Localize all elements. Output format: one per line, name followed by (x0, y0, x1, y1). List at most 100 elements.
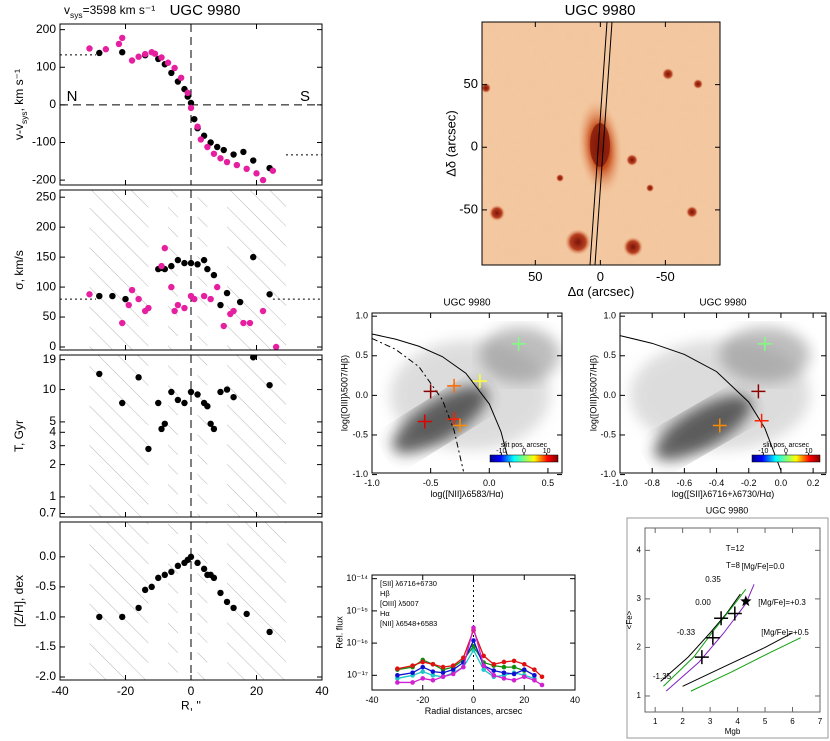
data-point (243, 165, 250, 173)
panel: 0 50 100 150 200 250 σ, km/s (12, 189, 323, 353)
data-point (135, 604, 142, 612)
annotation: -0.33 (677, 628, 696, 637)
data-point (450, 667, 456, 672)
y-tick-label: 50 (43, 309, 57, 323)
x-tick-label: -20 (416, 695, 429, 705)
x-tick-label: -50 (656, 269, 675, 284)
data-point (539, 674, 545, 680)
y-axis-label: Rel. flux (334, 616, 344, 649)
data-point (210, 271, 218, 279)
x-tick-label: -40 (365, 695, 378, 705)
data-point (481, 663, 486, 668)
y-tick-label: 0.5 (355, 350, 368, 360)
data-point (158, 54, 165, 61)
data-point (187, 99, 195, 107)
data-point (481, 667, 486, 672)
data-point (472, 374, 487, 389)
data-point (491, 673, 497, 678)
x-tick-label: 20 (519, 695, 529, 705)
colorbar (751, 454, 821, 463)
data-point (521, 661, 527, 667)
data-point (233, 161, 241, 169)
data-point (135, 295, 142, 303)
data-point (177, 74, 185, 81)
colorbar-label: slit pos, arcsec (501, 442, 548, 449)
data-point (532, 678, 537, 683)
annotation: 0.35 (705, 575, 721, 584)
data-point (145, 304, 152, 312)
plot-area (660, 584, 801, 692)
data-point (168, 283, 175, 291)
panel-frame (626, 517, 829, 739)
y-tick-label: 100 (36, 279, 56, 293)
y-tick-label: -200 (32, 172, 56, 186)
x-tick-label: 6 (790, 717, 795, 726)
data-point (204, 403, 211, 410)
data-point (207, 420, 214, 427)
annotation: 0.00 (695, 598, 711, 607)
data-point (417, 414, 432, 429)
data-point (511, 678, 517, 683)
x-axis-label: log([SII]λ6716+λ6730/Hα) (672, 489, 775, 499)
y-tick-label: 2 (637, 643, 642, 652)
data-point (174, 562, 182, 570)
data-point (754, 413, 769, 428)
data-point (191, 115, 198, 123)
shaded-range (89, 190, 149, 350)
panel: 50 0 -50 50 0 -50 UGC 9980 Δα (arcsec) Δδ (arcse… (443, 2, 721, 299)
shaded-range (197, 522, 208, 680)
x-tick-label: 0 (597, 269, 604, 284)
data-point (207, 139, 214, 146)
y-tick-label: 1.0 (355, 311, 368, 321)
data-point (174, 256, 182, 264)
model-line (682, 632, 793, 687)
y-tick-label: 3 (637, 594, 642, 603)
data-point (410, 680, 415, 685)
data-point (511, 671, 517, 677)
data-point (430, 661, 436, 667)
data-point (420, 676, 426, 681)
data-point (420, 664, 426, 670)
colorbar-tick-label: 10 (543, 448, 551, 455)
data-point (194, 391, 201, 398)
y-tick-label: 1.0 (603, 311, 616, 321)
shaded-range (227, 190, 286, 350)
data-point (253, 170, 260, 177)
y-tick-label: 3 (49, 438, 56, 452)
data-point (501, 659, 507, 665)
data-point (174, 396, 182, 404)
data-point (501, 664, 507, 670)
shaded-range (227, 522, 286, 680)
data-point (694, 650, 709, 665)
y-tick-label: 10⁻¹⁶ (347, 637, 369, 647)
y-tick-label: 10⁻¹⁵ (347, 605, 369, 615)
data-point (197, 136, 205, 143)
data-point (210, 425, 218, 433)
x-axis-label: Δα (arcsec) (568, 284, 635, 299)
data-point (168, 69, 175, 77)
x-tick-label: 0.5 (542, 478, 555, 488)
data-point (223, 598, 231, 606)
data-point (491, 661, 497, 667)
data-point (223, 386, 231, 393)
data-point (246, 319, 254, 327)
annotation: T=8 (726, 561, 741, 570)
vsys-label-part: v (64, 3, 70, 17)
plot-area (60, 24, 322, 185)
data-point (151, 50, 159, 57)
data-point (161, 244, 168, 252)
data-point (119, 49, 126, 56)
data-point (168, 568, 175, 576)
y-tick-label: 250 (36, 189, 56, 203)
data-point (230, 604, 237, 612)
y-tick-label: -2.0 (35, 669, 56, 683)
data-point (155, 574, 162, 582)
data-point (511, 664, 517, 670)
data-point (395, 673, 400, 678)
data-point (96, 613, 103, 621)
data-point (194, 559, 201, 567)
data-point (217, 155, 224, 162)
data-point (491, 668, 497, 673)
model-line (663, 588, 747, 687)
data-point (532, 667, 537, 672)
